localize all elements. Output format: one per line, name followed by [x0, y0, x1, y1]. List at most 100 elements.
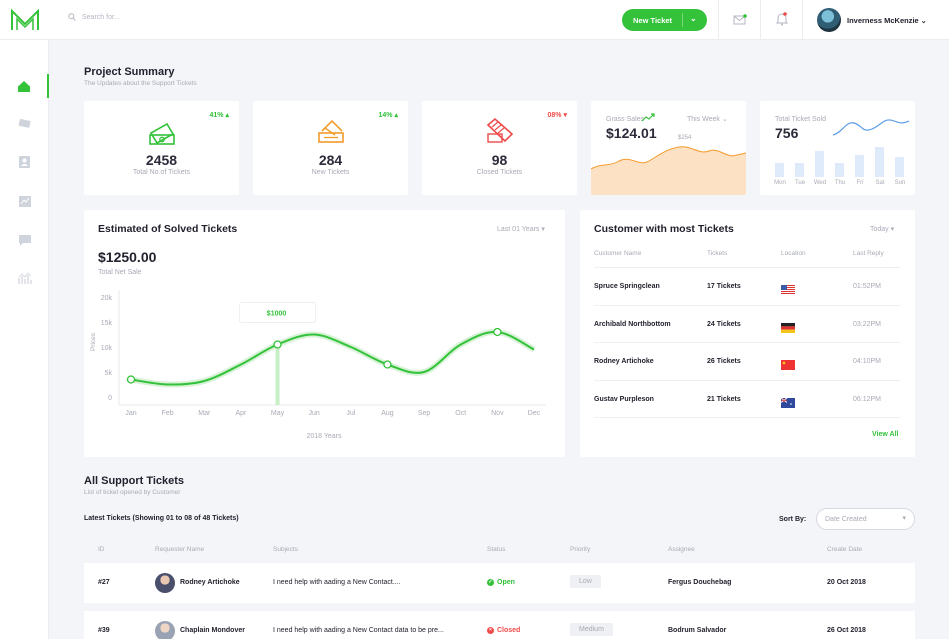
bar [775, 163, 784, 177]
x-tick-label: Oct [455, 410, 466, 417]
divider [802, 0, 803, 40]
table-row[interactable]: #27 Rodney Artichoke I need help with aadi… [84, 563, 915, 603]
chart-icon [17, 271, 32, 284]
chevron-down-icon[interactable]: ⌄ [690, 14, 697, 23]
mail-icon[interactable] [733, 13, 747, 31]
table-row[interactable]: Spruce Springclean 17 Tickets 01:52PM [594, 268, 900, 306]
subject[interactable]: I need help with aading a New Contact...… [273, 579, 401, 586]
home-icon [17, 80, 30, 92]
logo-icon [11, 8, 39, 30]
new-ticket-button[interactable]: New Ticket ⌄ [622, 9, 707, 31]
ticket-count: 17 Tickets [707, 283, 741, 290]
sidebar-item-messages[interactable] [0, 228, 49, 252]
sidebar-item-tickets[interactable] [0, 112, 49, 136]
ticket-count: 21 Tickets [707, 395, 741, 403]
avatar[interactable] [817, 8, 841, 32]
day-label: Mon [774, 180, 786, 186]
bell-icon[interactable] [775, 12, 789, 31]
search-input[interactable]: Search for... [82, 13, 120, 21]
peak-label: $254 [678, 135, 692, 141]
customer-name: Spruce Springclean [594, 283, 660, 290]
x-axis-label: 2018 Years [306, 433, 342, 440]
ticket-icon [318, 119, 344, 143]
search-bar[interactable]: Search for... [68, 13, 120, 21]
sales-area-chart [591, 146, 746, 195]
period-dropdown[interactable]: Today ▾ [870, 226, 895, 233]
day-label: Thu [834, 180, 846, 186]
subject[interactable]: I need help with aading a New Contact da… [273, 627, 444, 634]
column-header: Customer Name [594, 250, 642, 257]
period-dropdown[interactable]: This Week ⌄ [687, 116, 728, 123]
chevron-down-icon: ▾ [541, 226, 545, 233]
period-dropdown[interactable]: Last 01 Years ▾ [497, 226, 545, 233]
location [780, 395, 795, 413]
section-subtitle: The Updates about the Support Tickets [84, 80, 197, 87]
user-menu[interactable]: Inverness McKenzie ⌄ [847, 16, 927, 25]
y-tick-label: 0 [108, 395, 112, 402]
last-reply: 01:52PM [853, 283, 882, 290]
ticket-icon [486, 117, 514, 143]
x-tick-label: May [271, 410, 285, 417]
column-header: Status [487, 546, 506, 553]
sort-label: Sort By: [779, 516, 807, 523]
data-point[interactable] [126, 375, 136, 384]
sidebar-item-reports[interactable] [0, 189, 49, 213]
location [781, 357, 795, 375]
data-point[interactable] [493, 327, 502, 337]
y-tick-label: 10k [101, 345, 113, 352]
column-header: Priority [570, 546, 591, 553]
ticket-icon [18, 119, 31, 128]
status-text: Closed [497, 627, 521, 634]
dashboard-icon [18, 195, 31, 207]
sidebar-item-home[interactable] [0, 74, 49, 98]
status-badge: × Closed [487, 627, 520, 634]
table-row[interactable]: Rodney Artichoke 26 Tickets 04:10PM [594, 343, 900, 381]
stat-label: Closed Tickets [476, 169, 523, 176]
last-reply: 04:10PM [853, 358, 882, 365]
chevron-down-icon: ▾ [890, 226, 895, 233]
stat-label: New Tickets [311, 169, 350, 176]
section-title: All Support Tickets [84, 475, 185, 487]
assignee: Fergus Douchebag [668, 579, 732, 586]
chat-icon [18, 234, 31, 246]
stat-value: 98 [491, 152, 508, 168]
section-title: Project Summary [84, 66, 175, 78]
data-point[interactable] [383, 360, 392, 369]
sidebar-item-analytics[interactable] [0, 266, 49, 290]
sort-dropdown[interactable]: Date Created ▾ [816, 508, 915, 530]
x-tick-label: Mar [198, 410, 211, 417]
tooltip-value: $1000 [267, 311, 287, 318]
sort-value: Date Created [825, 515, 867, 523]
close-circle-icon: × [487, 627, 494, 634]
view-all-link[interactable]: View All [872, 431, 899, 438]
check-circle-icon: ✓ [487, 579, 494, 586]
divider [718, 0, 719, 40]
solved-tickets-line-chart: 20k 15k 10k 5k 0 Prices $1000 Jan Feb Mar Apr May Ju… [90, 290, 546, 440]
highlight-bar [275, 344, 280, 405]
table-row[interactable]: Gustav Purpleson 21 Tickets 06:12PM [594, 381, 900, 418]
assignee: Bodrum Salvador [668, 627, 727, 634]
last-reply: 03:22PM [853, 320, 882, 328]
search-icon [68, 13, 76, 21]
table-row[interactable]: Archibald Northbottom 24 Tickets 03:22PM [594, 306, 900, 343]
table-row[interactable]: #39 Chaplain Mondover I need help with aad… [84, 611, 915, 639]
customer-name: Archibald Northbottom [594, 320, 671, 328]
requester-name[interactable]: Chaplain Mondover [180, 627, 245, 634]
total-net-sale: $1250.00 [98, 249, 157, 265]
logo[interactable] [10, 8, 40, 32]
requester-name[interactable]: Rodney Artichoke [180, 579, 240, 586]
stat-card-new: 14% ▴ 284 New Tickets [253, 101, 408, 195]
gross-sales-value: $124.01 [606, 125, 657, 141]
sidebar-item-contacts[interactable] [0, 150, 49, 174]
status-text: Open [497, 579, 515, 586]
chevron-down-icon: ⌄ [920, 18, 927, 25]
change-badge: 08% ▾ [547, 112, 567, 119]
bar [895, 157, 904, 177]
bar [855, 155, 864, 177]
data-point[interactable] [273, 340, 282, 349]
day-label: Tue [794, 180, 806, 186]
australia-flag-icon [780, 397, 795, 408]
y-axis-label: Prices [90, 332, 97, 351]
chevron-down-icon: ▾ [902, 515, 906, 522]
x-tick-label: Jul [346, 410, 355, 417]
